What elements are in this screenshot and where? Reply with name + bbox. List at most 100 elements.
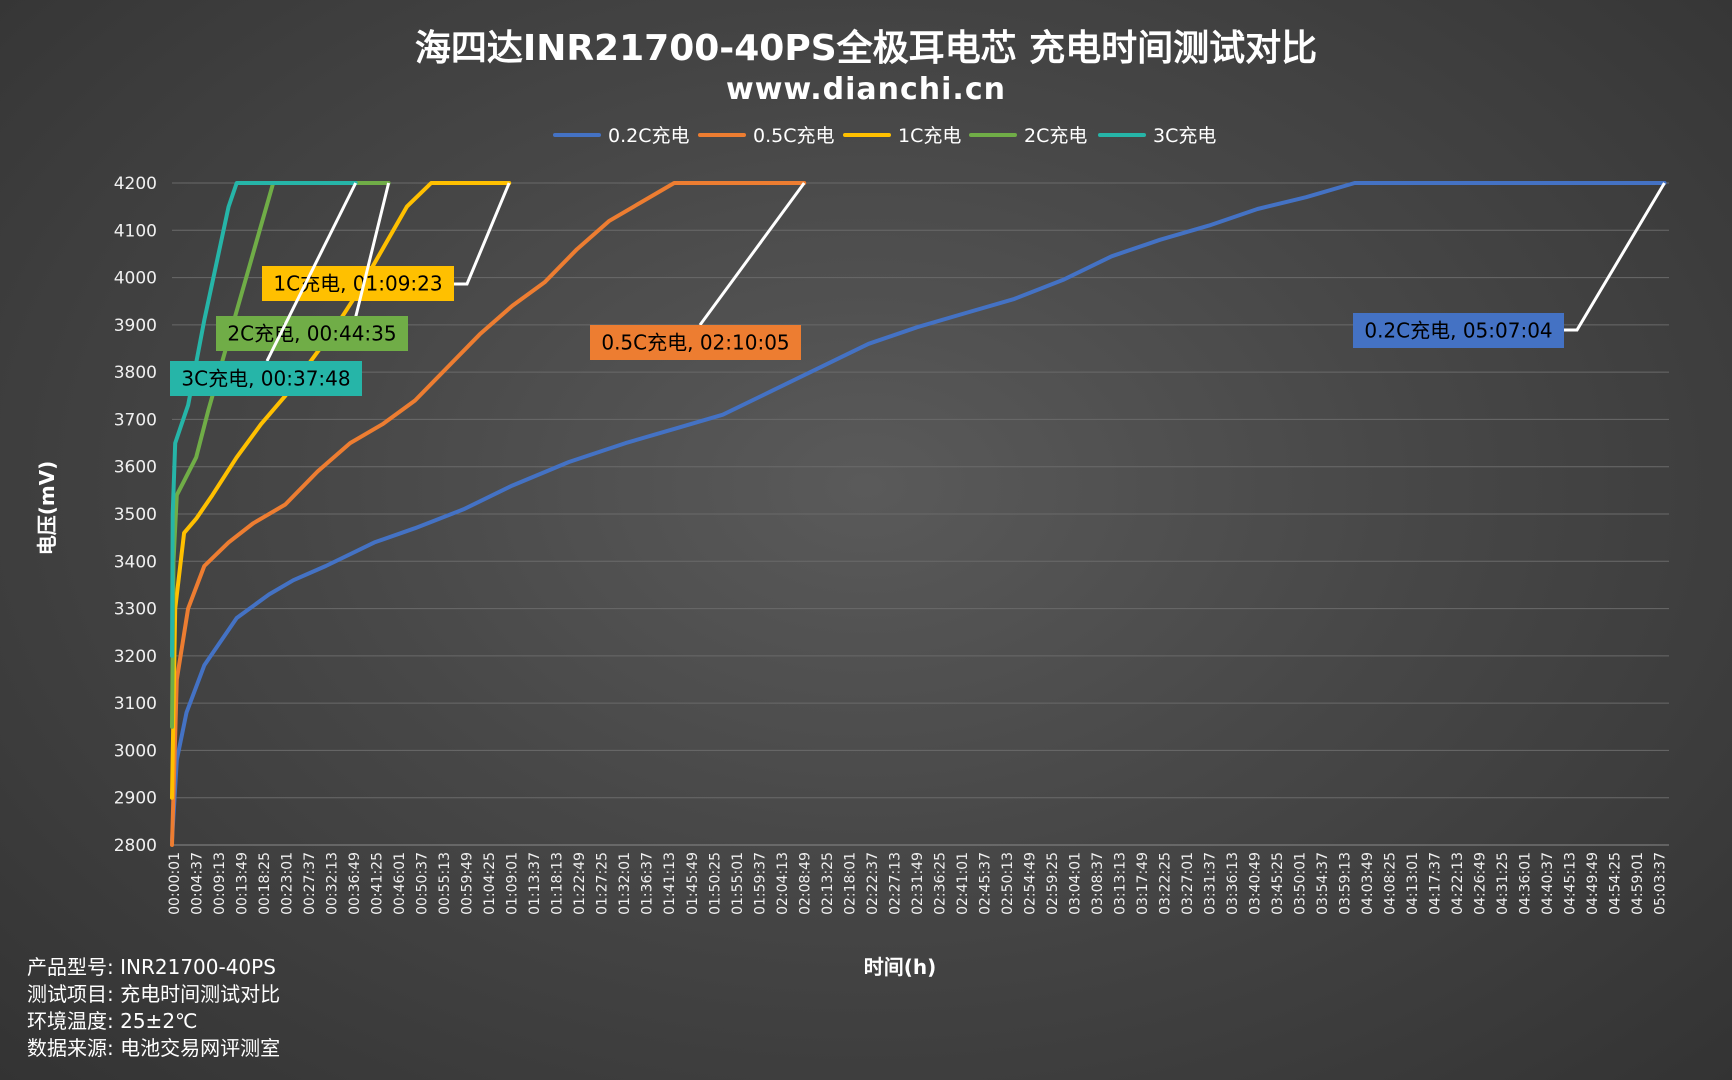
- y-tick-label: 3600: [114, 458, 157, 478]
- x-tick-label: 03:31:37: [1203, 852, 1219, 915]
- callout-leader-0.5C: [698, 182, 806, 326]
- x-tick-label: 04:45:13: [1563, 852, 1579, 915]
- x-tick-label: 02:41:01: [955, 852, 971, 915]
- callout-label-1C: 1C充电, 01:09:23: [273, 272, 442, 296]
- callouts: 0.2C充电, 05:07:04 0.5C充电, 02:10:05 1C充电, 01…: [170, 182, 1666, 396]
- series-line-0.5C: [170, 181, 807, 847]
- y-tick-label: 4100: [114, 221, 157, 241]
- x-tick-label: 02:27:13: [887, 852, 903, 915]
- x-tick-label: 03:08:37: [1090, 852, 1106, 915]
- x-tick-label: 00:18:25: [257, 852, 273, 915]
- info-value: INR21700-40PS: [120, 955, 276, 979]
- y-tick-label: 3400: [114, 552, 157, 572]
- legend-label: 1C充电: [898, 125, 961, 147]
- x-tick-label: 02:50:13: [1000, 852, 1016, 915]
- x-tick-label: 04:31:25: [1495, 852, 1511, 915]
- x-tick-label: 00:00:01: [167, 852, 183, 915]
- y-tick-label: 3900: [114, 316, 157, 336]
- y-tick-label: 3100: [114, 694, 157, 714]
- legend-label: 0.2C充电: [608, 125, 689, 147]
- x-tick-label: 04:22:13: [1450, 852, 1466, 915]
- x-tick-label: 00:27:37: [302, 852, 318, 915]
- legend: 0.2C充电 0.5C充电 1C充电 2C充电 3C充电: [553, 125, 1216, 147]
- info-test-item: 测试项目: 充电时间测试对比: [27, 981, 280, 1008]
- x-tick-label: 04:08:25: [1383, 852, 1399, 915]
- x-tick-label: 01:09:01: [505, 852, 521, 915]
- x-tick-label: 00:46:01: [392, 852, 408, 915]
- x-tick-label: 03:59:13: [1338, 852, 1354, 915]
- callout-label-0.2C: 0.2C充电, 05:07:04: [1364, 319, 1552, 343]
- callout-leader-1C: [454, 182, 511, 286]
- x-tick-label: 02:04:13: [775, 852, 791, 915]
- chart-subtitle: www.dianchi.cn: [726, 72, 1006, 107]
- y-tick-label: 4000: [114, 269, 157, 289]
- x-tick-label: 01:32:01: [617, 852, 633, 915]
- x-tick-label: 00:36:49: [347, 852, 363, 915]
- x-tick-label: 05:03:37: [1653, 852, 1669, 915]
- legend-label: 3C充电: [1153, 125, 1216, 147]
- callout-leader-0.2C: [1564, 182, 1666, 332]
- x-tick-label: 04:13:01: [1405, 852, 1421, 915]
- callout-box-0.5C: [590, 325, 801, 360]
- y-tick-label: 3800: [114, 363, 157, 383]
- x-tick-label: 01:04:25: [482, 852, 498, 915]
- x-tick-label: 01:59:37: [752, 852, 768, 915]
- x-tick-label: 01:55:01: [730, 852, 746, 915]
- x-tick-label: 03:22:25: [1157, 852, 1173, 915]
- x-tick-label: 03:45:25: [1270, 852, 1286, 915]
- callout-leader-3C: [265, 182, 357, 362]
- legend-label: 2C充电: [1024, 125, 1087, 147]
- x-tick-label: 03:50:01: [1293, 852, 1309, 915]
- x-tick-label: 03:36:13: [1225, 852, 1241, 915]
- x-tick-label: 04:03:49: [1360, 852, 1376, 915]
- info-value: 充电时间测试对比: [120, 982, 281, 1006]
- x-tick-label: 04:49:49: [1585, 852, 1601, 915]
- x-tick-label: 04:26:49: [1473, 852, 1489, 915]
- chart-title: 海四达INR21700-40PS全极耳电芯 充电时间测试对比: [415, 27, 1317, 69]
- callout-label-2C: 2C充电, 00:44:35: [227, 322, 396, 346]
- callout-label-0.5C: 0.5C充电, 02:10:05: [601, 331, 789, 355]
- x-tick-label: 00:23:01: [280, 852, 296, 915]
- x-tick-label: 04:17:37: [1428, 852, 1444, 915]
- x-tick-label: 02:59:25: [1045, 852, 1061, 915]
- x-tick-label: 02:36:25: [932, 852, 948, 915]
- y-tick-label: 2800: [114, 836, 157, 856]
- x-tick-label: 03:17:49: [1135, 852, 1151, 915]
- info-label: 数据来源:: [27, 1036, 114, 1060]
- info-value: 25±2℃: [120, 1009, 198, 1033]
- legend-label: 0.5C充电: [753, 125, 834, 147]
- y-axis-label: 电压(mV): [35, 461, 59, 556]
- info-label: 产品型号:: [27, 955, 114, 979]
- series-line-3C: [170, 181, 358, 658]
- x-axis-ticks: 00:00:01 00:04:37 00:09:13 00:13:49 00:18:25…: [167, 852, 1669, 915]
- x-tick-label: 03:13:13: [1112, 852, 1128, 915]
- x-tick-label: 03:40:49: [1248, 852, 1264, 915]
- x-tick-label: 00:32:13: [325, 852, 341, 915]
- x-tick-label: 02:45:37: [977, 852, 993, 915]
- x-tick-label: 02:08:49: [797, 852, 813, 915]
- x-tick-label: 04:54:25: [1608, 852, 1624, 915]
- info-value: 电池交易网评测室: [120, 1036, 281, 1060]
- y-tick-label: 3300: [114, 600, 157, 620]
- x-tick-label: 00:59:49: [460, 852, 476, 915]
- x-tick-label: 01:13:37: [527, 852, 543, 915]
- callout-box-2C: [216, 316, 408, 351]
- y-axis-ticks: 2800 2900 3000 3100 3200 3300 3400 3500 3600 3700…: [114, 174, 157, 856]
- x-tick-label: 03:04:01: [1067, 852, 1083, 915]
- x-tick-label: 00:09:13: [212, 852, 228, 915]
- x-tick-label: 01:45:49: [685, 852, 701, 915]
- y-tick-label: 4200: [114, 174, 157, 194]
- x-tick-label: 00:13:49: [235, 852, 251, 915]
- series-line-2C: [170, 181, 391, 729]
- x-tick-label: 04:36:01: [1518, 852, 1534, 915]
- callout-label-3C: 3C充电, 00:37:48: [181, 367, 350, 391]
- x-tick-label: 01:41:13: [662, 852, 678, 915]
- callout-box-0.2C: [1353, 313, 1564, 348]
- x-tick-label: 01:18:13: [550, 852, 566, 915]
- x-tick-label: 01:27:25: [595, 852, 611, 915]
- x-tick-label: 01:36:37: [640, 852, 656, 915]
- x-tick-label: 00:41:25: [370, 852, 386, 915]
- x-tick-label: 01:22:49: [572, 852, 588, 915]
- x-tick-label: 02:31:49: [910, 852, 926, 915]
